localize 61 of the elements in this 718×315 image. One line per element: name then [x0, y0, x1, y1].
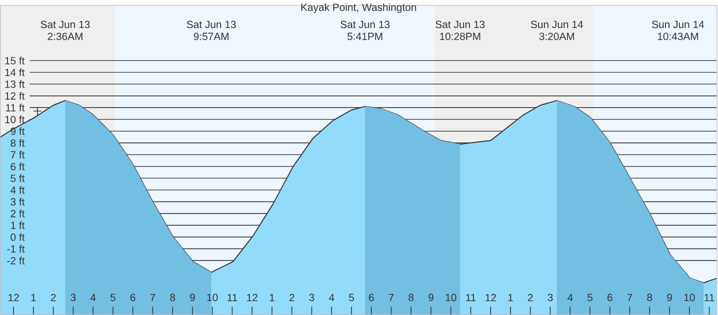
x-tick-label: 4: [328, 294, 334, 302]
x-tick-label: 12: [247, 294, 258, 302]
x-tick-label: 9: [190, 294, 195, 302]
x-tick-label: 10: [446, 294, 456, 302]
x-tick-label: 11: [704, 294, 714, 302]
y-tick-label: 9 ft: [10, 127, 25, 135]
x-tick-label: 1: [31, 294, 36, 302]
x-tick-label: 2: [50, 294, 56, 302]
y-tick-label: 8 ft: [10, 139, 25, 147]
x-tick-label: 12: [8, 294, 19, 302]
x-tick-label: 12: [486, 294, 496, 302]
x-tick-label: 11: [228, 294, 238, 302]
annotation: Sat Jun 13 2:36AM: [40, 20, 90, 40]
x-tick-label: 2: [528, 294, 533, 302]
x-tick-label: 8: [408, 294, 414, 302]
y-tick-label: 3 ft: [10, 198, 25, 206]
annotation: Sat Jun 13 9:57AM: [186, 20, 236, 40]
y-tick-label: 12 ft: [5, 92, 25, 100]
x-tick-label: 3: [309, 294, 314, 302]
y-tick-label: 13 ft: [5, 80, 25, 88]
x-tick-label: 9: [428, 294, 434, 302]
x-tick-label: 5: [110, 294, 116, 302]
y-tick-label: 10 ft: [5, 116, 25, 124]
x-tick-label: 6: [608, 294, 612, 302]
x-tick-label: 7: [388, 294, 394, 302]
y-tick-label: 14 ft: [5, 68, 25, 76]
x-tick-label: 10: [207, 294, 218, 302]
y-tick-label: 0 ft: [10, 233, 25, 241]
y-tick-label: 11 ft: [6, 104, 25, 112]
x-tick-label: 4: [90, 294, 96, 302]
chart-title: Kayak Point, Washington: [301, 3, 416, 14]
annotation: Sat Jun 13 10:28PM: [436, 20, 485, 40]
y-tick-label: 7 ft: [10, 150, 25, 158]
x-tick-label: 4: [567, 294, 573, 302]
annotation: Sun Jun 14 10:43AM: [652, 20, 704, 40]
x-tick-label: 1: [270, 294, 274, 302]
x-tick-label: 8: [647, 294, 652, 302]
annotation: Sat Jun 13 5:41PM: [340, 20, 390, 40]
x-tick-label: 11: [466, 294, 476, 302]
y-tick-label: 4 ft: [10, 186, 25, 194]
x-tick-label: 5: [588, 294, 592, 302]
x-tick-label: 6: [130, 294, 136, 302]
x-tick-label: 8: [170, 294, 176, 302]
x-tick-label: 7: [627, 294, 632, 302]
y-tick-label: 2 ft: [10, 210, 25, 218]
y-tick-label: 1 ft: [11, 221, 25, 230]
x-tick-label: 2: [289, 294, 294, 302]
y-tick-label: 6 ft: [10, 162, 25, 170]
y-tick-label: 15 ft: [5, 56, 25, 64]
y-tick-label: -1 ft: [7, 244, 25, 253]
x-tick-label: 1: [508, 294, 513, 302]
x-tick-label: 3: [70, 294, 76, 302]
annotation: Sun Jun 14 3:20AM: [530, 20, 583, 40]
y-tick-label: 5 ft: [10, 174, 25, 182]
x-tick-label: 5: [348, 294, 354, 302]
x-tick-label: 9: [667, 294, 672, 302]
y-tick-label: -2 ft: [7, 256, 25, 264]
x-tick-label: 3: [548, 294, 553, 302]
x-tick-label: 6: [368, 294, 374, 302]
x-tick-label: 10: [684, 294, 695, 302]
x-tick-label: 7: [150, 294, 156, 302]
